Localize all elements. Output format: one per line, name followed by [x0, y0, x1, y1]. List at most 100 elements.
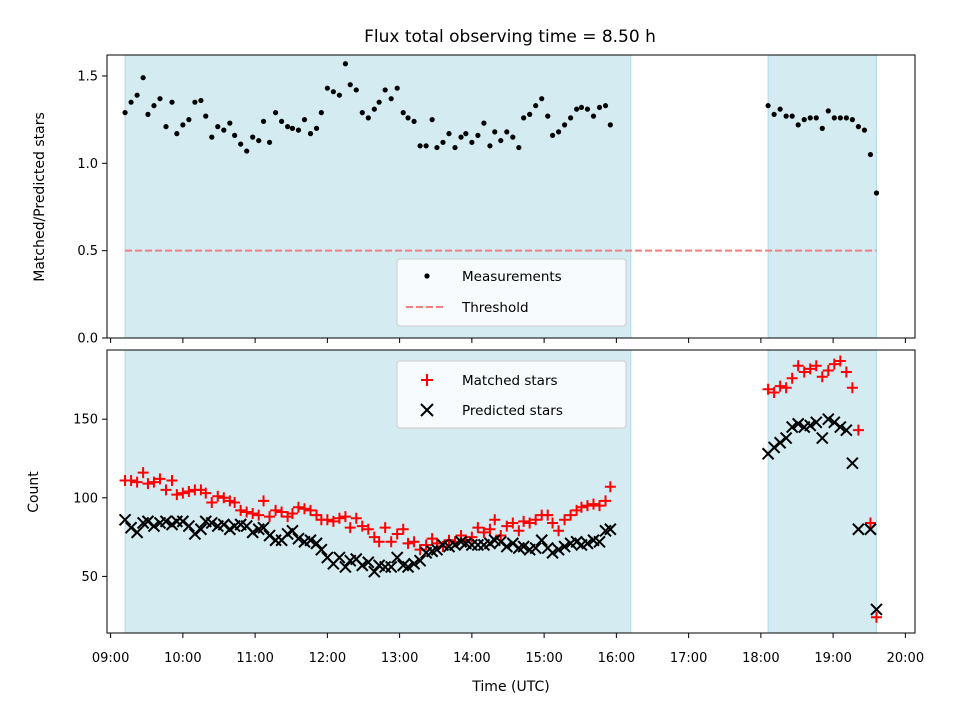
predicted-star-marker — [304, 534, 317, 547]
x-tick-label: 18:00 — [742, 651, 779, 666]
measurement-point — [203, 113, 209, 119]
predicted-star-marker — [840, 423, 853, 437]
measurement-point — [533, 103, 539, 109]
matched-star-marker — [373, 536, 385, 548]
matched-star-marker — [229, 497, 241, 509]
measurement-point — [487, 143, 493, 149]
measurement-point — [837, 115, 843, 121]
predicted-star-marker — [390, 551, 404, 564]
measurement-point — [260, 118, 267, 124]
legend-matched-marker — [421, 374, 433, 386]
matched-star-marker — [530, 514, 542, 526]
measurement-point — [151, 103, 157, 109]
measurement-point — [843, 115, 849, 121]
matched-star-marker — [559, 514, 571, 526]
measurement-point — [250, 134, 256, 140]
matched-star-marker — [224, 495, 236, 507]
matched-star-marker — [420, 539, 432, 551]
matched-star-marker — [600, 495, 612, 507]
measurement-point — [561, 122, 568, 128]
measurement-point — [209, 134, 215, 140]
matched-star-marker — [478, 526, 490, 538]
measurement-point — [795, 122, 801, 128]
matched-star-marker — [292, 501, 304, 513]
x-tick-label: 10:00 — [164, 651, 201, 666]
measurement-point — [186, 117, 192, 123]
measurement-point — [122, 110, 128, 116]
bottom-matched-points — [119, 355, 882, 623]
predicted-star-marker — [581, 537, 594, 550]
measurement-point — [307, 131, 314, 137]
matched-star-marker — [553, 525, 565, 537]
measurement-point — [596, 104, 603, 111]
predicted-star-marker — [558, 540, 571, 553]
matched-star-marker — [160, 484, 172, 496]
measurement-point — [295, 127, 302, 133]
matched-star-marker — [142, 478, 154, 490]
measurement-point — [198, 97, 204, 104]
predicted-star-marker — [448, 538, 462, 552]
measurement-point — [400, 110, 406, 116]
shaded-interval-1 — [767, 349, 877, 634]
predicted-star-marker — [407, 557, 421, 571]
measurement-point — [169, 99, 175, 105]
predicted-star-marker — [779, 431, 793, 445]
bottom-x-axis-label: Time (UTC) — [471, 679, 549, 695]
predicted-star-marker — [604, 523, 617, 536]
predicted-star-marker — [159, 515, 173, 528]
predicted-star-marker — [339, 560, 352, 574]
x-tick-label: 15:00 — [525, 651, 562, 666]
matched-star-marker — [356, 520, 368, 532]
predicted-star-marker — [356, 559, 369, 572]
matched-star-marker — [768, 386, 780, 398]
predicted-star-marker — [315, 543, 328, 556]
top-panel: 0.0 0.5 1.0 1.5 Matched/Predicted stars Mea… — [32, 54, 916, 347]
top-legend-box — [396, 258, 627, 327]
matched-star-marker — [305, 504, 317, 516]
measurement-point — [382, 87, 388, 93]
measurement-point — [549, 132, 556, 138]
y-tick-label: 100 — [73, 491, 98, 506]
measurement-point — [777, 106, 783, 112]
matched-star-marker — [870, 611, 882, 623]
matched-star-marker — [852, 424, 864, 436]
measurement-point — [313, 125, 320, 131]
matched-star-marker — [489, 514, 501, 526]
measurement-point — [590, 113, 597, 119]
top-x-ticks — [110, 338, 906, 343]
measurement-point — [174, 131, 180, 137]
matched-star-marker — [276, 506, 288, 518]
predicted-star-marker — [846, 456, 859, 470]
measurement-point — [405, 115, 411, 121]
predicted-star-marker — [816, 431, 829, 445]
matched-star-marker — [368, 531, 380, 543]
bottom-predicted-points — [118, 412, 883, 616]
measurement-point — [469, 139, 475, 145]
measurement-point — [510, 134, 516, 140]
predicted-star-marker — [593, 535, 606, 549]
predicted-star-marker — [368, 565, 381, 578]
measurement-point — [256, 137, 262, 144]
matched-star-marker — [148, 476, 160, 488]
predicted-star-marker — [147, 519, 161, 533]
y-tick-label: 1.0 — [77, 157, 98, 172]
matched-star-marker — [604, 481, 616, 493]
top-y-axis-label: Matched/Predicted stars — [32, 112, 48, 282]
y-tick-label: 0.5 — [77, 244, 98, 259]
measurement-point — [574, 106, 580, 112]
measurement-point — [157, 96, 163, 102]
measurement-point — [801, 117, 807, 123]
predicted-star-marker — [804, 419, 817, 432]
predicted-star-marker — [118, 513, 132, 527]
measurement-point — [388, 96, 394, 102]
measurement-point — [555, 129, 562, 135]
measurement-point — [602, 103, 609, 109]
predicted-star-marker — [286, 524, 299, 538]
measurement-point — [289, 125, 296, 131]
measurement-point — [527, 111, 533, 117]
measurement-point — [227, 120, 233, 126]
measurement-point — [134, 92, 140, 98]
predicted-star-marker — [205, 516, 218, 530]
measurement-point — [434, 144, 440, 151]
